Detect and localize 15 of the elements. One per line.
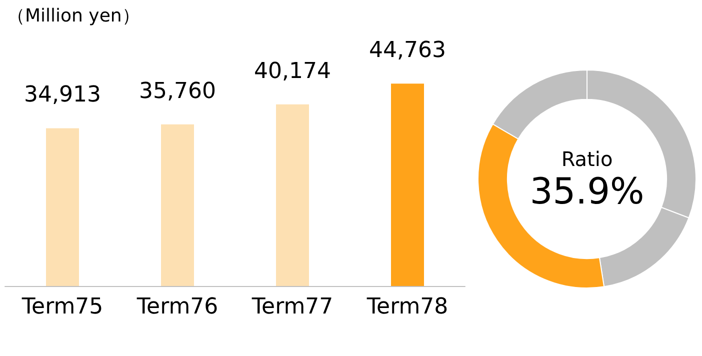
x-tick-label: Term75 [20,294,104,320]
bar [391,84,424,286]
x-tick-label: Term78 [366,294,448,320]
text: Ratio [561,147,613,171]
data-label: 35,760 [139,78,216,104]
bar [46,128,79,286]
bar [276,104,309,286]
data-label: 35.9% [530,172,644,212]
x-tick-label: Term77 [250,294,334,320]
data-label: 40,174 [254,58,331,84]
data-label: 34,913 [24,82,101,108]
bar [161,124,194,286]
data-label: 44,763 [369,38,446,64]
y-axis-title: （Million yen） [7,6,140,26]
x-tick-label: Term76 [136,294,218,320]
